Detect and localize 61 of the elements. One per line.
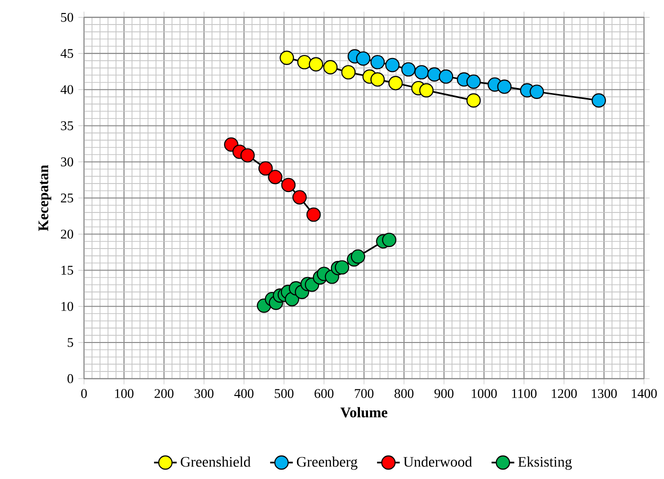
point bbox=[341, 65, 356, 80]
legend-label: Eksisting bbox=[518, 456, 572, 470]
y-tick-label: 0 bbox=[68, 374, 74, 384]
y-tick-label: 50 bbox=[61, 13, 74, 22]
y-tick-label: 40 bbox=[60, 85, 74, 94]
x-tick-label: 700 bbox=[354, 389, 374, 398]
point bbox=[427, 67, 442, 82]
point bbox=[350, 250, 366, 264]
point bbox=[419, 83, 434, 98]
x-axis-title: Volume bbox=[340, 407, 388, 418]
x-tick-label: 1400 bbox=[632, 389, 657, 398]
x-tick-label: 100 bbox=[115, 389, 134, 398]
point bbox=[466, 93, 481, 108]
y-axis-title: Kecepatan bbox=[38, 165, 52, 232]
x-tick-label: 0 bbox=[81, 389, 87, 398]
y-tick-label: 25 bbox=[60, 194, 74, 203]
point bbox=[308, 57, 324, 72]
legend-label: Greenberg bbox=[296, 456, 358, 470]
point bbox=[258, 161, 273, 176]
x-tick-label: 900 bbox=[434, 389, 454, 398]
legend-label: Greenshield bbox=[180, 456, 251, 467]
y-tick-label: 45 bbox=[60, 49, 74, 58]
x-tick-label: 500 bbox=[274, 389, 294, 398]
point bbox=[592, 93, 606, 108]
point bbox=[292, 190, 307, 205]
point bbox=[268, 170, 282, 184]
point bbox=[530, 84, 544, 100]
legend-label: Underwood bbox=[404, 456, 472, 467]
point bbox=[466, 74, 481, 89]
x-tick-label: 400 bbox=[234, 389, 254, 398]
point bbox=[388, 76, 403, 90]
point bbox=[334, 260, 350, 275]
point bbox=[370, 55, 385, 70]
point bbox=[280, 50, 294, 66]
point bbox=[385, 58, 400, 72]
point bbox=[414, 65, 429, 80]
point bbox=[356, 52, 370, 66]
x-tick-label: 1100 bbox=[512, 389, 537, 398]
point bbox=[281, 178, 296, 192]
point bbox=[306, 208, 321, 222]
y-tick-label: 10 bbox=[62, 302, 74, 312]
point bbox=[323, 60, 338, 75]
point bbox=[382, 232, 396, 248]
point bbox=[401, 62, 416, 77]
y-tick-label: 35 bbox=[61, 121, 74, 130]
x-tick-label: 1000 bbox=[472, 389, 497, 398]
point bbox=[438, 70, 454, 84]
point bbox=[240, 148, 255, 163]
x-tick-label: 1200 bbox=[552, 389, 577, 398]
x-tick-label: 1300 bbox=[592, 389, 617, 398]
point bbox=[370, 72, 385, 87]
point bbox=[497, 80, 512, 94]
x-tick-label: 600 bbox=[314, 389, 334, 398]
y-tick-label: 5 bbox=[68, 338, 74, 348]
x-tick-label: 800 bbox=[394, 389, 414, 398]
y-tick-label: 20 bbox=[60, 230, 74, 239]
point bbox=[297, 55, 312, 70]
y-tick-label: 15 bbox=[62, 266, 74, 275]
x-tick-label: 200 bbox=[154, 389, 174, 398]
y-tick-label: 30 bbox=[61, 158, 74, 167]
x-tick-label: 300 bbox=[194, 389, 214, 398]
